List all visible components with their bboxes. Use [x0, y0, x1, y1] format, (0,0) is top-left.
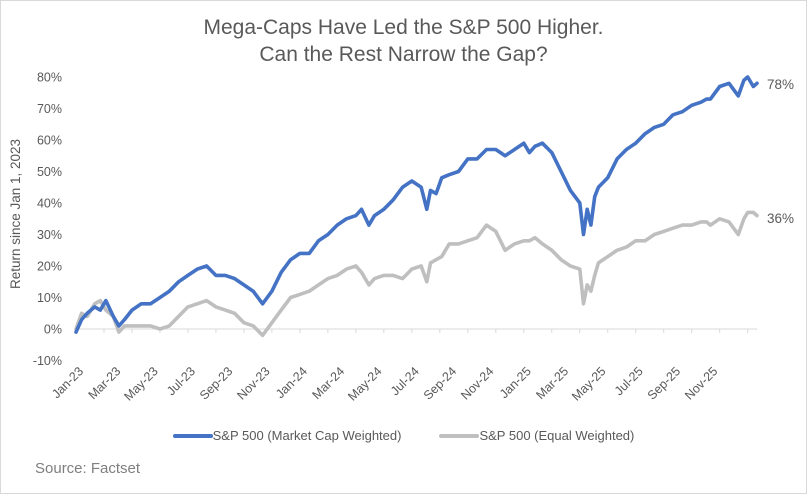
- legend-swatch-market-cap: [172, 433, 213, 438]
- y-tick-label: 0%: [44, 323, 62, 337]
- y-tick-label: 50%: [37, 165, 62, 179]
- x-tick-label: Nov-23: [234, 364, 272, 402]
- x-tick-label: Jul-23: [164, 364, 198, 398]
- end-label-market-cap: 78%: [767, 77, 794, 92]
- source-note: Source: Factset: [35, 460, 141, 477]
- y-tick-label: 10%: [37, 291, 62, 305]
- x-tick-label: Jan-23: [49, 364, 86, 401]
- y-tick-label: -10%: [33, 354, 62, 368]
- x-tick-label: Jan-24: [273, 364, 310, 401]
- x-tick-label: Jul-24: [388, 364, 422, 398]
- x-tick-label: Sep-25: [645, 364, 683, 402]
- legend-swatch-equal-weight: [439, 433, 480, 438]
- x-tick-label: Mar-24: [309, 364, 347, 402]
- x-tick-label: Jan-25: [497, 364, 534, 401]
- chart-title-line-2: Can the Rest Narrow the Gap?: [259, 43, 548, 66]
- end-labels: 36% 78%: [767, 77, 794, 226]
- series-line-market-cap: [74, 75, 759, 334]
- legend-item-equal-weight: S&P 500 (Equal Weighted): [439, 428, 634, 443]
- x-tick-label: Mar-23: [86, 364, 124, 402]
- x-tick-label: Nov-25: [682, 364, 720, 402]
- x-tick-label: Nov-24: [458, 364, 496, 402]
- y-tick-label: 70%: [37, 102, 62, 116]
- series-layer: [74, 75, 759, 338]
- y-tick-label: 30%: [37, 228, 62, 242]
- series-line-equal-weight: [74, 210, 759, 338]
- legend-label-equal-weight: S&P 500 (Equal Weighted): [479, 428, 635, 443]
- x-tick-label: Jul-25: [612, 364, 646, 398]
- x-tick-label: Mar-25: [533, 364, 571, 402]
- y-tick-label: 20%: [37, 260, 62, 274]
- legend-label-market-cap: S&P 500 (Market Cap Weighted): [212, 428, 402, 443]
- x-tick-label: May-25: [569, 364, 608, 403]
- chart-title-line-1: Mega-Caps Have Led the S&P 500 Higher.: [203, 16, 604, 39]
- y-tick-label: 60%: [37, 134, 62, 148]
- y-axis-label: Return since Jan 1, 2023: [8, 139, 23, 289]
- end-label-equal-weight: 36%: [767, 211, 794, 226]
- legend-item-market-cap: S&P 500 (Market Cap Weighted): [172, 428, 402, 443]
- x-tick-label: Sep-23: [197, 364, 235, 402]
- x-tick-label: May-24: [345, 364, 384, 403]
- x-tick-label: Sep-24: [421, 364, 459, 402]
- legend: S&P 500 (Market Cap Weighted) S&P 500 (E…: [0, 428, 807, 443]
- y-tick-label: 40%: [37, 197, 62, 211]
- x-tick-label: May-23: [121, 364, 160, 403]
- y-tick-label: 80%: [37, 71, 62, 85]
- y-axis: -10% 0% 10% 20% 30% 40% 50% 60% 70% 80%: [33, 71, 62, 369]
